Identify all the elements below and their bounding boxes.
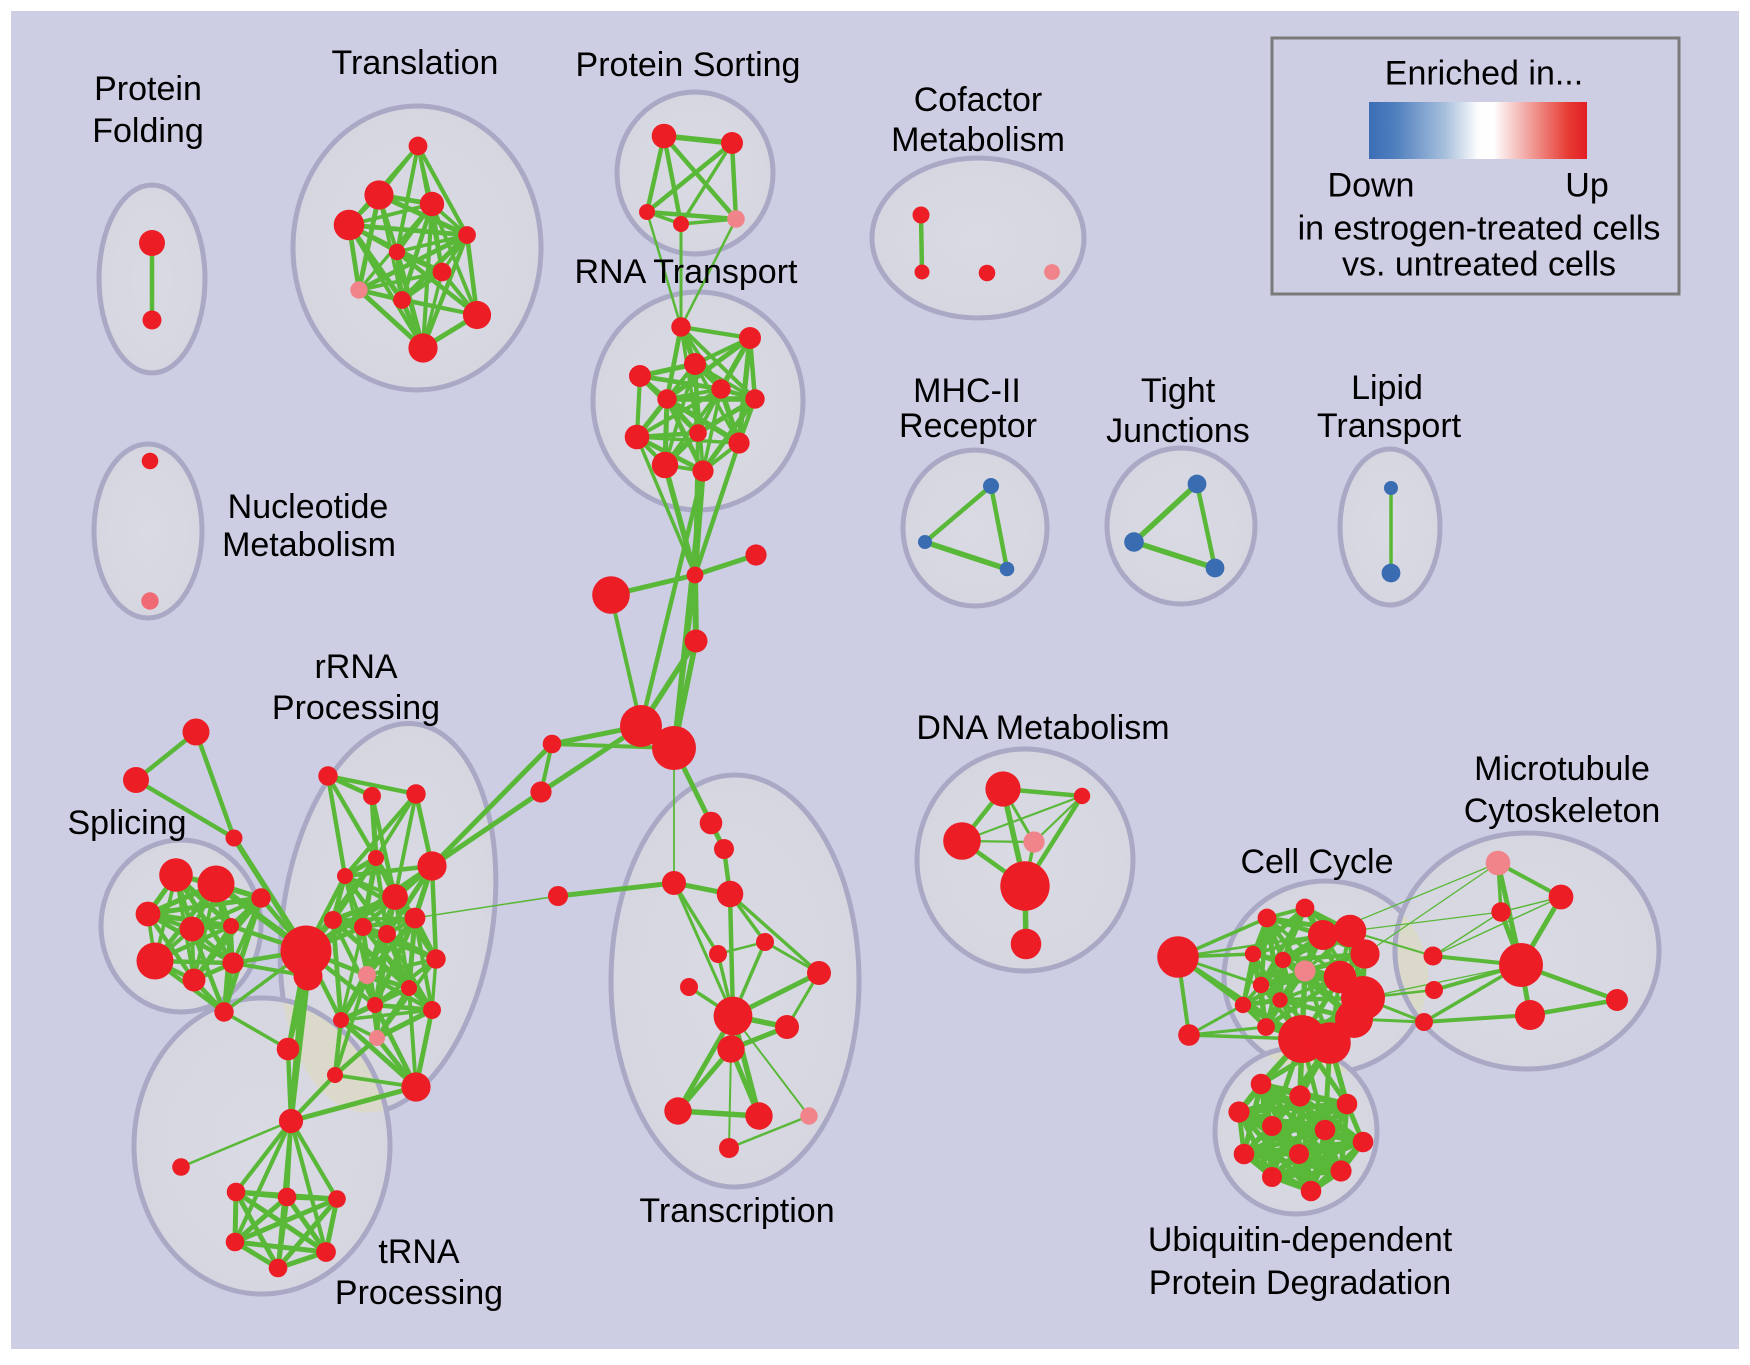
- svg-text:MHC-II: MHC-II: [913, 372, 1021, 410]
- svg-text:Protein: Protein: [94, 70, 202, 108]
- svg-text:Metabolism: Metabolism: [891, 121, 1065, 159]
- svg-text:Transport: Transport: [1317, 407, 1462, 445]
- svg-text:Receptor: Receptor: [899, 407, 1037, 445]
- svg-text:Lipid: Lipid: [1351, 369, 1423, 407]
- svg-text:tRNA: tRNA: [378, 1233, 460, 1271]
- svg-text:Enriched in...: Enriched in...: [1385, 54, 1583, 92]
- svg-text:Microtubule: Microtubule: [1474, 750, 1650, 788]
- svg-text:Junctions: Junctions: [1106, 412, 1250, 450]
- svg-text:Ubiquitin-dependent: Ubiquitin-dependent: [1148, 1221, 1453, 1259]
- svg-text:Cofactor: Cofactor: [914, 81, 1043, 119]
- svg-text:Processing: Processing: [335, 1274, 503, 1312]
- svg-text:Translation: Translation: [332, 44, 499, 82]
- svg-text:Splicing: Splicing: [67, 804, 186, 842]
- svg-text:vs. untreated cells: vs. untreated cells: [1342, 245, 1616, 283]
- svg-text:Protein Sorting: Protein Sorting: [576, 46, 801, 84]
- svg-text:Tight: Tight: [1141, 372, 1216, 410]
- svg-text:Down: Down: [1328, 166, 1415, 204]
- svg-text:Cytoskeleton: Cytoskeleton: [1464, 792, 1661, 830]
- svg-text:Metabolism: Metabolism: [222, 526, 396, 564]
- svg-text:rRNA: rRNA: [314, 648, 397, 686]
- svg-text:Folding: Folding: [92, 112, 204, 150]
- svg-text:Nucleotide: Nucleotide: [228, 488, 389, 526]
- svg-text:Processing: Processing: [272, 689, 440, 727]
- svg-text:Protein Degradation: Protein Degradation: [1149, 1264, 1451, 1302]
- svg-text:Cell Cycle: Cell Cycle: [1240, 843, 1393, 881]
- svg-text:RNA Transport: RNA Transport: [575, 253, 799, 291]
- svg-text:DNA Metabolism: DNA Metabolism: [916, 709, 1169, 747]
- svg-text:in estrogen-treated cells: in estrogen-treated cells: [1298, 209, 1661, 247]
- svg-text:Up: Up: [1565, 166, 1608, 204]
- svg-text:Transcription: Transcription: [639, 1192, 834, 1230]
